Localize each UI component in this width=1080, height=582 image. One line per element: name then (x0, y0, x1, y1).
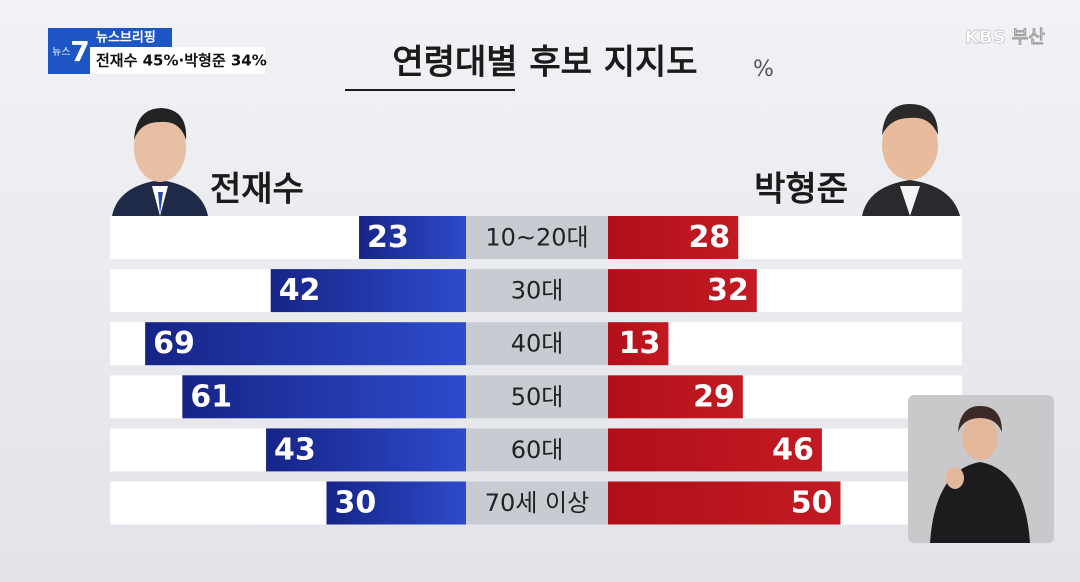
logo-number: 7 (70, 35, 89, 68)
category-label: 40대 (511, 330, 564, 358)
portrait-left (112, 108, 208, 216)
bar-left (359, 216, 466, 259)
value-label: 46 (772, 432, 814, 467)
bar-right (608, 322, 669, 366)
value-label: 50 (791, 486, 833, 521)
bar-left (145, 322, 466, 366)
category-label: 50대 (511, 383, 564, 411)
logo-text: 뉴스 (52, 46, 70, 58)
candidate-right: 박형준 (754, 170, 848, 210)
bar-left (266, 428, 466, 472)
category-cell (466, 375, 608, 419)
category-cell (466, 322, 608, 366)
value-label: 30 (335, 486, 377, 521)
segment-box (90, 28, 172, 47)
value-label: 32 (707, 273, 749, 308)
category-label: 30대 (511, 277, 564, 305)
logo-box (48, 28, 90, 74)
channel: KBS 부산 (965, 27, 1045, 48)
value-label: 13 (619, 326, 661, 361)
bar-left (270, 269, 466, 313)
chart-title: 연령대별 후보 지지도 (392, 43, 697, 83)
category-label: 60대 (511, 436, 564, 464)
bar-right (608, 481, 841, 525)
category-cell (466, 269, 608, 313)
bar-left (182, 375, 466, 419)
bar-right (608, 428, 822, 472)
bar-right (608, 269, 757, 313)
bar-right (608, 375, 743, 419)
headline-box (90, 47, 265, 74)
bar-right (608, 216, 739, 259)
value-label: 28 (688, 220, 730, 255)
bar-left (326, 481, 466, 525)
category-label: 70세 이상 (485, 489, 589, 517)
value-label: 61 (190, 379, 232, 414)
category-label: 10~20대 (485, 224, 588, 252)
value-label: 69 (153, 326, 195, 361)
candidate-left: 전재수 (210, 170, 304, 210)
value-label: 29 (693, 379, 735, 414)
headline: 전재수 45%·박형준 34% (96, 52, 267, 70)
portrait-right (862, 104, 960, 216)
category-cell (466, 428, 608, 472)
category-cell (466, 216, 608, 259)
sign-interpreter (908, 395, 1054, 543)
value-label: 43 (274, 432, 316, 467)
segment: 뉴스브리핑 (96, 30, 156, 46)
value-label: 23 (367, 220, 409, 255)
unit: % (753, 57, 774, 82)
value-label: 42 (279, 273, 321, 308)
category-cell (466, 481, 608, 525)
